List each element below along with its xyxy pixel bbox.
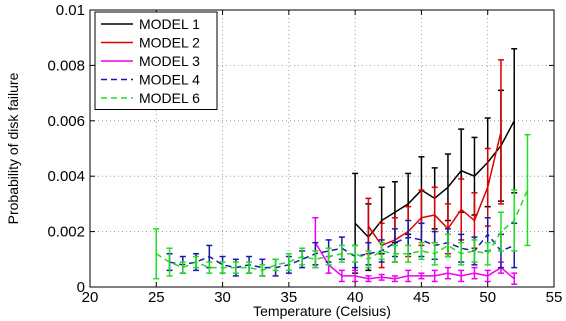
y-tick-label: 0.01	[56, 2, 85, 19]
y-tick-label: 0.002	[47, 224, 85, 241]
x-tick-label: 40	[347, 289, 364, 306]
series-line	[155, 189, 529, 272]
y-tick-label: 0.008	[47, 57, 85, 74]
x-tick-label: 35	[281, 289, 298, 306]
y-axis-label: Probability of disk failure	[5, 72, 21, 224]
x-tick-label: 55	[546, 289, 563, 306]
series-model-6	[153, 133, 531, 280]
legend-label: MODEL 4	[139, 72, 200, 88]
legend-label: MODEL 2	[139, 35, 200, 51]
ticks: 20 25 30 35 40 45 50 55 0 0.002 0.004 0.006 0.008 0.0…	[47, 2, 562, 306]
x-tick-label: 50	[479, 289, 496, 306]
legend-label: MODEL 3	[139, 53, 200, 69]
legend: MODEL 1 MODEL 2 MODEL 3 MODEL 4 MODEL 6	[94, 11, 218, 110]
x-tick-label: 45	[413, 289, 430, 306]
series-model-3	[312, 217, 518, 285]
y-tick-label: 0.006	[47, 113, 85, 130]
x-axis-label: Temperature (Celsius)	[253, 303, 391, 319]
x-tick-label: 20	[82, 289, 99, 306]
y-tick-label: 0.004	[47, 168, 85, 185]
x-tick-label: 30	[214, 289, 231, 306]
series-layer	[153, 48, 531, 285]
grid	[90, 10, 554, 287]
legend-label: MODEL 6	[139, 90, 200, 106]
series-line	[367, 131, 502, 247]
x-tick-label: 25	[148, 289, 165, 306]
plot-frame	[89, 9, 555, 288]
series-line	[314, 242, 515, 280]
legend-label: MODEL 1	[139, 16, 200, 32]
y-tick-label: 0	[77, 279, 85, 296]
